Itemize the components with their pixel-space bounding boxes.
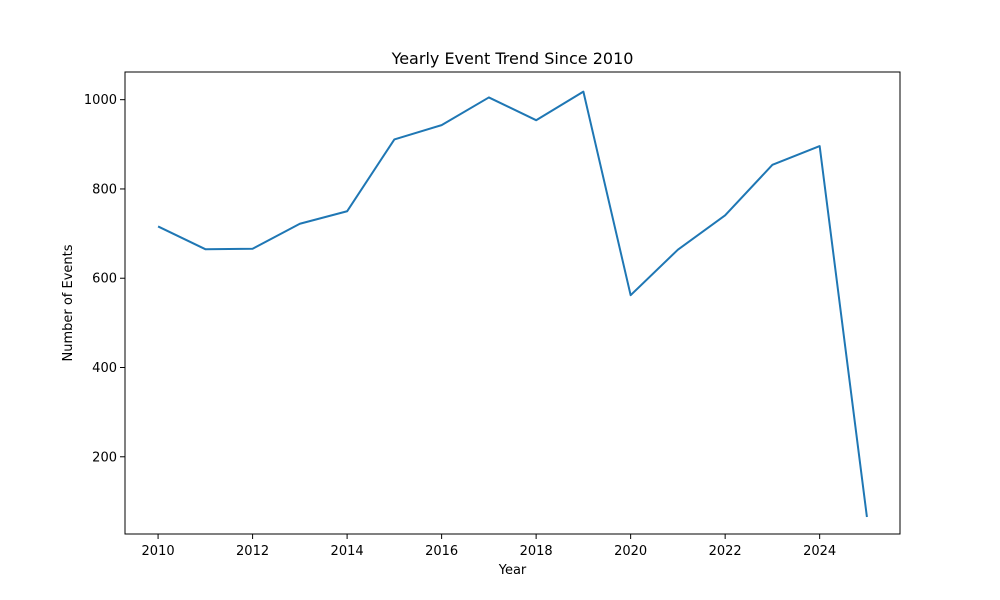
- x-tick-label: 2024: [803, 544, 836, 559]
- y-tick-label: 1000: [84, 93, 117, 108]
- x-tick-label: 2014: [331, 544, 364, 559]
- chart-title: Yearly Event Trend Since 2010: [391, 49, 634, 68]
- y-tick-label: 800: [92, 182, 117, 197]
- x-axis: 2010 2012 2014 2016 2018 2020 2022 2024: [142, 534, 836, 559]
- x-tick-label: 2010: [142, 544, 175, 559]
- x-tick-label: 2020: [614, 544, 647, 559]
- y-axis-label: Number of Events: [61, 244, 76, 361]
- y-axis: 200 400 600 800 1000: [84, 93, 125, 465]
- x-tick-label: 2012: [236, 544, 269, 559]
- x-tick-label: 2018: [520, 544, 553, 559]
- series-line: [157, 90, 868, 518]
- series-layer: [157, 90, 868, 518]
- x-tick-label: 2022: [709, 544, 742, 559]
- x-axis-label: Year: [498, 563, 527, 578]
- plot-area: 2010 2012 2014 2016 2018 2020 2022 2024 200 400 6…: [84, 71, 901, 559]
- y-tick-label: 200: [92, 450, 117, 465]
- y-tick-label: 400: [92, 361, 117, 376]
- axes-frame: [124, 71, 901, 535]
- x-tick-label: 2016: [425, 544, 458, 559]
- y-tick-label: 600: [92, 272, 117, 287]
